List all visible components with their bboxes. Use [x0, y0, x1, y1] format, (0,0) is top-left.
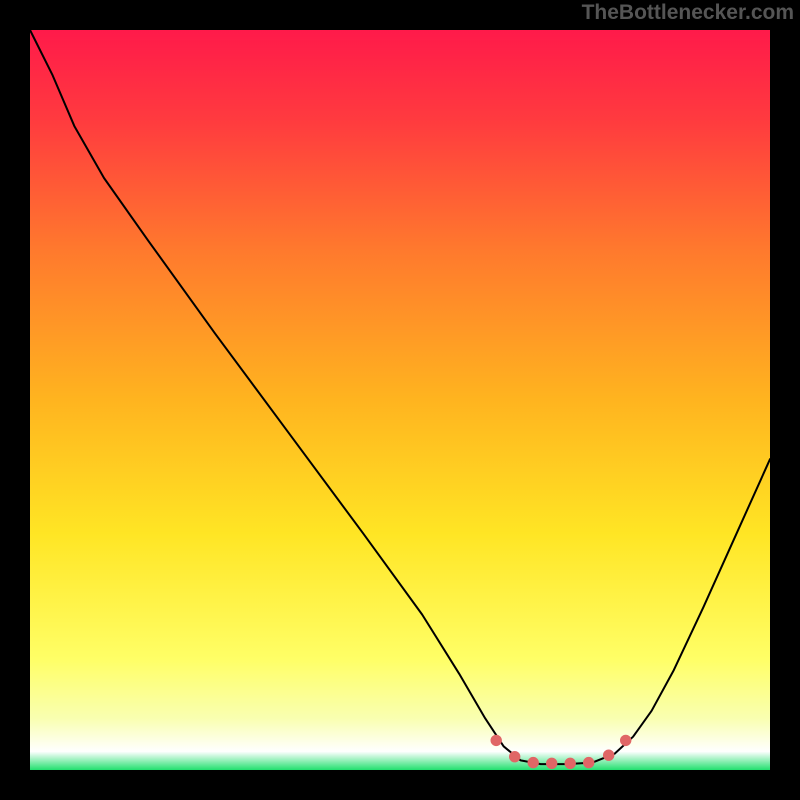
bottleneck-chart [0, 0, 800, 800]
marker-dot [584, 757, 594, 767]
marker-dot [603, 750, 613, 760]
marker-dot [565, 758, 575, 768]
marker-dot [621, 735, 631, 745]
marker-dot [528, 757, 538, 767]
marker-dot [547, 758, 557, 768]
marker-dot [510, 751, 520, 761]
figure-container: TheBottlenecker.com [0, 0, 800, 800]
plot-area [30, 30, 770, 770]
marker-dot [491, 735, 501, 745]
